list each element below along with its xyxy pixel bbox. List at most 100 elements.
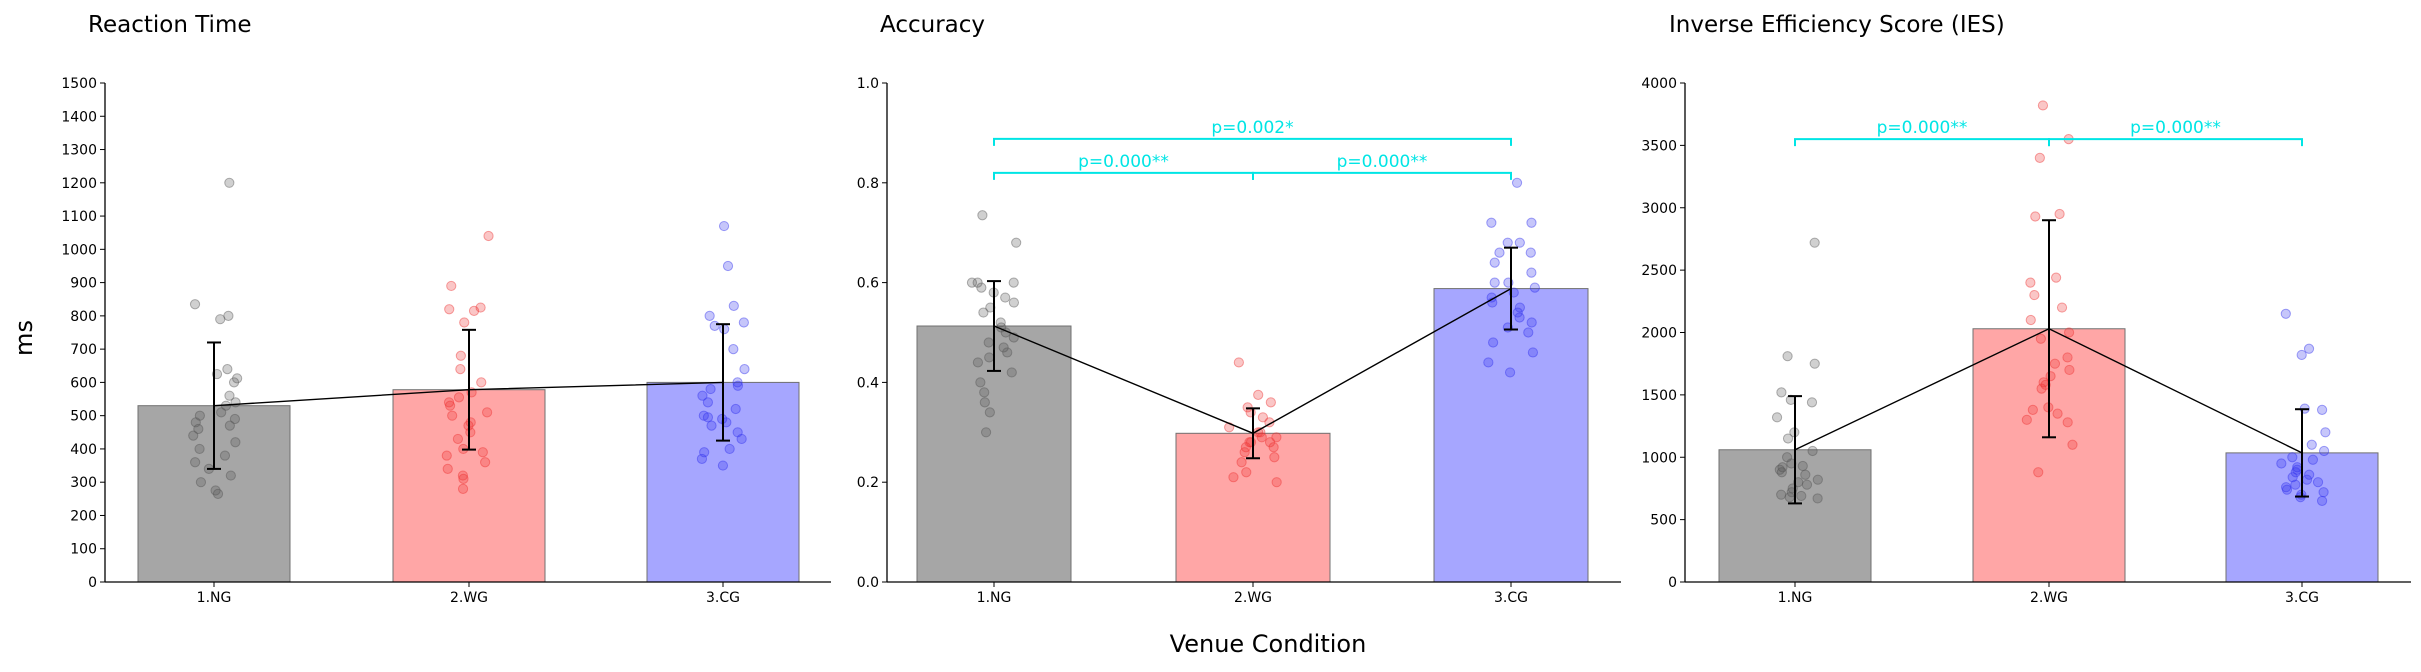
y-tick-label: 900 xyxy=(70,276,97,292)
x-tick-label: 2.WG xyxy=(450,590,488,606)
data-point xyxy=(1523,327,1534,338)
data-point xyxy=(1512,307,1523,318)
data-point xyxy=(1488,337,1499,348)
panel-reaction-time: Reaction Time 0 100 200 300 400 500 600 700 800 9… xyxy=(61,12,831,606)
data-point xyxy=(1514,237,1525,248)
data-point xyxy=(724,443,735,455)
data-point xyxy=(1489,257,1500,268)
y-tick-label: 4000 xyxy=(1641,76,1677,92)
data-point xyxy=(977,210,988,221)
data-point xyxy=(2287,452,2298,463)
data-point xyxy=(224,420,235,431)
y-tick-label: 100 xyxy=(70,542,97,558)
significance-label: p=0.000** xyxy=(1877,118,1968,138)
data-point xyxy=(2062,352,2073,363)
data-point xyxy=(2062,417,2073,428)
data-point xyxy=(978,307,989,318)
data-point xyxy=(2304,469,2315,480)
significance-bracket xyxy=(1794,138,2050,147)
data-point xyxy=(2034,152,2045,163)
data-point xyxy=(1526,317,1537,328)
data-point xyxy=(1809,358,1820,369)
data-point xyxy=(2030,211,2041,222)
data-point xyxy=(476,377,487,388)
data-point xyxy=(1807,445,1818,457)
data-point xyxy=(1774,464,1785,475)
y-tick-label: 1.0 xyxy=(857,76,879,92)
data-point xyxy=(442,463,453,474)
data-point xyxy=(732,427,743,438)
data-point xyxy=(1268,442,1279,453)
data-point xyxy=(698,410,709,421)
data-point xyxy=(1781,452,1793,463)
data-point xyxy=(482,407,493,418)
data-point xyxy=(190,417,201,428)
data-point xyxy=(2040,379,2051,390)
data-point xyxy=(1812,493,1823,504)
data-point xyxy=(1006,367,1017,378)
data-point xyxy=(2316,495,2328,507)
data-point xyxy=(2287,472,2298,483)
y-tick-label: 1500 xyxy=(61,76,97,92)
data-point xyxy=(2281,484,2293,495)
data-point xyxy=(1228,472,1239,483)
data-point xyxy=(718,220,730,232)
data-point xyxy=(2064,364,2075,376)
data-point xyxy=(1514,312,1525,323)
data-point xyxy=(441,450,452,461)
x-tick-label: 1.NG xyxy=(977,590,1012,606)
data-point xyxy=(732,380,744,391)
significance-bracket xyxy=(2048,138,2303,147)
data-point xyxy=(1244,437,1255,448)
significance-label: p=0.000** xyxy=(1078,152,1169,172)
data-point xyxy=(1483,357,1494,368)
data-point xyxy=(468,305,480,316)
data-point xyxy=(1504,367,1516,378)
y-tick-label: 1400 xyxy=(61,109,97,125)
data-point xyxy=(1526,217,1537,228)
data-point xyxy=(1776,467,1787,478)
data-point xyxy=(459,317,470,328)
data-point xyxy=(444,304,455,315)
data-point xyxy=(447,410,458,421)
data-point xyxy=(728,344,739,355)
data-point xyxy=(1271,432,1282,443)
data-point xyxy=(455,350,466,361)
data-point xyxy=(975,377,986,388)
data-point xyxy=(190,457,201,468)
data-point xyxy=(1494,247,1505,258)
data-point xyxy=(2290,467,2301,478)
data-point xyxy=(2049,358,2061,369)
data-point xyxy=(995,317,1006,328)
y-tick-label: 500 xyxy=(70,409,97,425)
data-point xyxy=(2033,467,2044,478)
data-point xyxy=(230,437,241,448)
panel-title: Reaction Time xyxy=(88,12,252,38)
data-point xyxy=(1529,282,1540,293)
data-point xyxy=(1000,292,1011,303)
y-tick-label: 600 xyxy=(70,375,97,391)
data-point xyxy=(2320,427,2331,438)
data-point xyxy=(1240,442,1252,453)
data-point xyxy=(719,324,730,335)
data-point xyxy=(224,390,235,401)
data-point xyxy=(976,282,987,293)
data-point xyxy=(738,317,749,328)
data-point xyxy=(228,377,240,388)
data-point xyxy=(984,407,995,418)
data-point xyxy=(702,397,714,408)
data-point xyxy=(983,337,994,348)
x-tick-label: 2.WG xyxy=(2030,590,2068,606)
data-point xyxy=(188,430,199,441)
data-point xyxy=(212,488,224,499)
x-tick-label: 3.CG xyxy=(2285,590,2319,606)
data-point xyxy=(1777,462,1788,473)
y-tick-label: 1000 xyxy=(61,242,97,258)
y-tick-label: 700 xyxy=(70,342,97,358)
data-point xyxy=(1008,277,1019,288)
data-point xyxy=(444,400,456,411)
data-point xyxy=(1489,277,1500,288)
data-point xyxy=(452,433,464,445)
data-point xyxy=(219,450,231,461)
